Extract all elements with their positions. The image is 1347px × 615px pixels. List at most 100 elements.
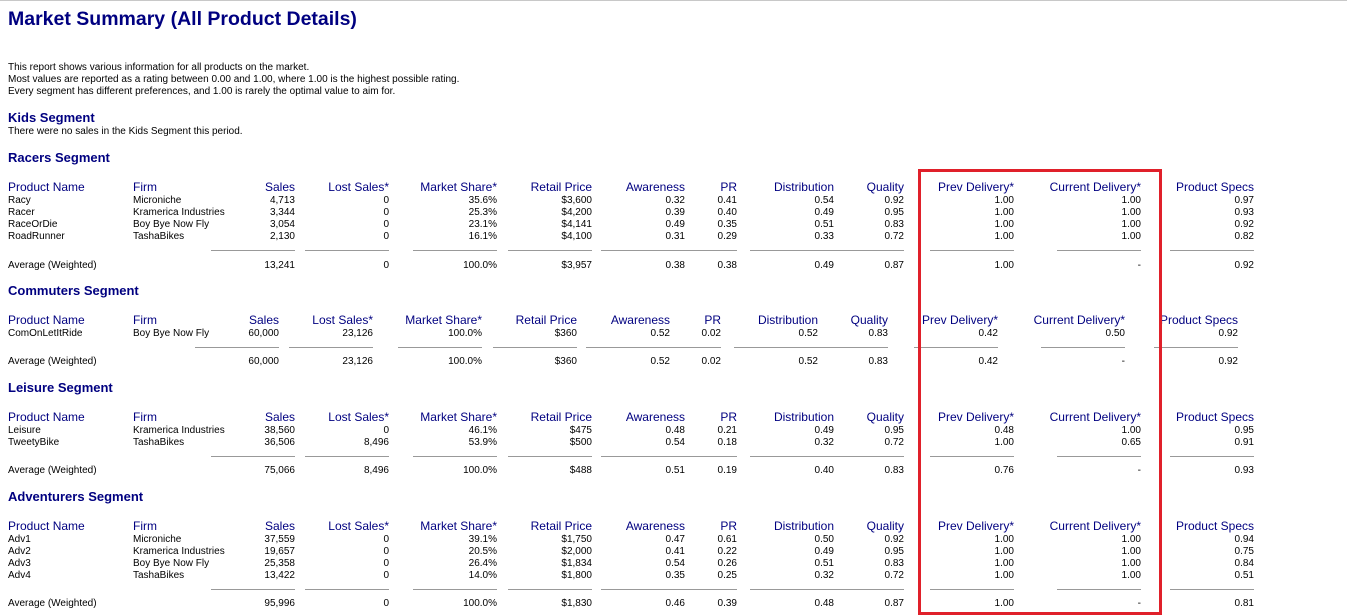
table-cell-market-share: 26.4% [468,558,497,569]
table-cell-product-name: Adv3 [8,558,31,569]
table-cell-quality: 0.83 [884,558,904,569]
average-cell-market-share: 100.0% [448,356,482,367]
column-header-sales: Sales [248,313,279,327]
table-cell-current-delivery: 1.00 [1121,558,1141,569]
table-cell-product-name: Adv1 [8,534,31,545]
table-cell-retail-price: $3,600 [561,195,592,206]
total-rule [914,347,998,348]
table-cell-retail-price: $4,200 [561,207,592,218]
table-cell-firm: TashaBikes [133,231,185,242]
average-cell-product-specs: 0.92 [1218,356,1238,367]
average-label: Average (Weighted) [8,598,97,609]
average-cell-awareness: 0.52 [650,356,670,367]
table-cell-current-delivery: 1.00 [1121,534,1141,545]
average-cell-prev-delivery: 1.00 [994,598,1014,609]
column-header-quality: Quality [866,410,904,424]
column-header-awareness: Awareness [610,313,670,327]
table-cell-product-name: Adv2 [8,546,31,557]
total-rule [930,456,1014,457]
intro-text: This report shows various information fo… [8,62,459,98]
table-cell-product-name: Adv4 [8,570,31,581]
table-cell-sales: 13,422 [264,570,295,581]
table-cell-firm: Microniche [133,195,182,206]
table-cell-retail-price: $475 [569,425,592,436]
table-cell-sales: 4,713 [269,195,295,206]
average-label: Average (Weighted) [8,356,97,367]
total-rule [750,250,834,251]
table-cell-lost-sales: 23,126 [342,328,373,339]
average-cell-awareness: 0.38 [665,260,685,271]
table-cell-distribution: 0.51 [814,219,834,230]
table-cell-pr: 0.22 [717,546,737,557]
table-cell-current-delivery: 1.00 [1121,425,1141,436]
table-cell-distribution: 0.52 [798,328,818,339]
table-cell-quality: 0.72 [884,231,904,242]
average-cell-pr: 0.02 [701,356,721,367]
total-rule [211,250,295,251]
average-cell-lost-sales: 0 [383,598,389,609]
column-header-product-specs: Product Specs [1175,519,1254,533]
average-cell-lost-sales: 23,126 [342,356,373,367]
column-header-awareness: Awareness [625,410,685,424]
total-rule [1057,456,1141,457]
table-cell-lost-sales: 0 [383,231,389,242]
column-header-lost-sales: Lost Sales* [328,410,389,424]
average-cell-retail-price: $1,830 [561,598,592,609]
table-cell-quality: 0.95 [884,207,904,218]
table-cell-sales: 3,054 [269,219,295,230]
total-rule [601,589,685,590]
table-cell-sales: 38,560 [264,425,295,436]
table-cell-pr: 0.41 [717,195,737,206]
table-cell-product-specs: 0.97 [1234,195,1254,206]
average-cell-retail-price: $488 [569,465,592,476]
total-rule [305,250,389,251]
average-cell-quality: 0.87 [884,598,904,609]
table-cell-lost-sales: 0 [383,219,389,230]
column-header-product-name: Product Name [8,180,85,194]
average-cell-current-delivery: - [1121,356,1125,367]
table-cell-lost-sales: 0 [383,570,389,581]
total-rule [508,456,592,457]
table-cell-current-delivery: 1.00 [1121,546,1141,557]
commuters-segment-title: Commuters Segment [8,283,139,298]
table-cell-product-name: TweetyBike [8,437,60,448]
average-cell-distribution: 0.52 [798,356,818,367]
total-rule [211,589,295,590]
table-cell-product-specs: 0.75 [1234,546,1254,557]
column-header-awareness: Awareness [625,180,685,194]
average-cell-lost-sales: 0 [383,260,389,271]
column-header-prev-delivery: Prev Delivery* [937,180,1014,194]
table-cell-sales: 19,657 [264,546,295,557]
table-cell-pr: 0.29 [717,231,737,242]
table-cell-pr: 0.26 [717,558,737,569]
table-cell-distribution: 0.51 [814,558,834,569]
total-rule [1170,456,1254,457]
table-cell-lost-sales: 0 [383,207,389,218]
table-cell-quality: 0.95 [884,425,904,436]
average-cell-prev-delivery: 1.00 [994,260,1014,271]
table-cell-pr: 0.18 [717,437,737,448]
average-cell-distribution: 0.40 [814,465,834,476]
table-cell-lost-sales: 0 [383,558,389,569]
total-rule [1041,347,1125,348]
delivery-highlight-box [918,169,1162,615]
total-rule [1170,589,1254,590]
total-rule [493,347,577,348]
average-label: Average (Weighted) [8,260,97,271]
column-header-firm: Firm [133,180,157,194]
column-header-firm: Firm [133,519,157,533]
table-cell-retail-price: $2,000 [561,546,592,557]
average-cell-awareness: 0.51 [665,465,685,476]
column-header-current-delivery: Current Delivery* [1033,313,1125,327]
table-cell-product-specs: 0.51 [1234,570,1254,581]
column-header-quality: Quality [866,519,904,533]
table-cell-awareness: 0.49 [665,219,685,230]
total-rule [508,250,592,251]
total-rule [1057,250,1141,251]
table-cell-quality: 0.95 [884,546,904,557]
table-cell-lost-sales: 0 [383,195,389,206]
table-cell-product-specs: 0.95 [1234,425,1254,436]
intro-line: Most values are reported as a rating bet… [8,74,460,85]
average-cell-pr: 0.19 [717,465,737,476]
table-cell-awareness: 0.52 [650,328,670,339]
